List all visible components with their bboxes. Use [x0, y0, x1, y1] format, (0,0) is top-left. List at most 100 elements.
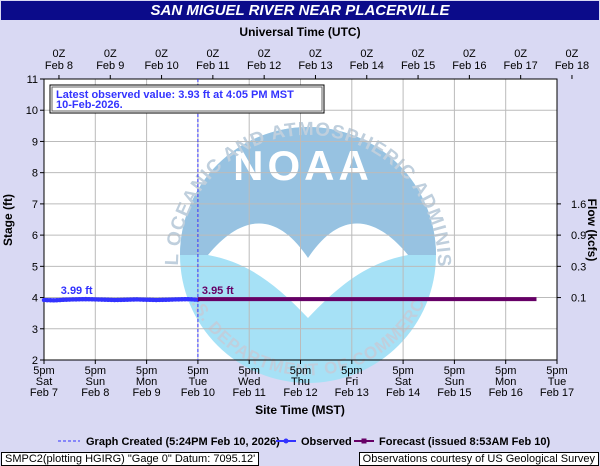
credit-footer: Observations courtesy of US Geological S… [358, 452, 599, 466]
legend: Graph Created (5:24PM Feb 10, 2026) Obse… [58, 436, 551, 448]
observed-point [160, 297, 165, 303]
x-tick-label: Sun [445, 376, 465, 388]
observed-point [61, 297, 66, 303]
y-tick-label: 8 [32, 168, 38, 180]
observed-point [189, 297, 194, 302]
bottom-axis-title: Site Time (MST) [255, 403, 345, 417]
observed-point [157, 297, 162, 303]
x-tick-label: 5pm [495, 365, 516, 377]
observed-point [57, 297, 63, 303]
observed-point [102, 297, 108, 302]
top-tick-label: Feb 8 [45, 60, 73, 72]
x-tick-label: Sun [86, 376, 106, 388]
x-tick-label: Feb 11 [232, 387, 265, 399]
observed-point [112, 297, 117, 303]
x-tick-label: Thu [291, 376, 310, 388]
observed-point [128, 297, 133, 302]
observed-point [163, 297, 169, 302]
top-tick-label: 0Z [412, 48, 425, 60]
x-tick-label: Feb 12 [283, 387, 317, 399]
forecast-peak-label: 3.95 ft [202, 285, 234, 297]
top-tick-label: 0Z [360, 48, 373, 60]
latest-observed-box: Latest observed value: 3.93 ft at 4:05 P… [49, 84, 325, 114]
x-tick-label: Feb 8 [81, 387, 109, 399]
y2-tick-label: 0.9 [571, 230, 586, 242]
x-tick-label: Sat [36, 376, 53, 388]
x-tick-label: Fri [345, 376, 358, 388]
y2-tick-label: 0.3 [571, 261, 586, 273]
top-axis-title: Universal Time (UTC) [239, 25, 360, 39]
legend-forecast-marker [361, 438, 367, 444]
observed-point [45, 297, 50, 303]
top-tick-label: Feb 13 [298, 60, 332, 72]
observed-point [144, 297, 149, 302]
latest-box-line1: Latest observed value: 3.93 ft at 4:05 P… [56, 89, 294, 101]
x-tick-label: 5pm [238, 365, 259, 377]
x-tick-label: 5pm [33, 365, 54, 377]
observed-point [64, 297, 69, 302]
observed-point [192, 297, 197, 302]
observed-point [150, 297, 156, 303]
x-tick-label: 5pm [290, 365, 311, 377]
top-tick-label: 0Z [309, 48, 322, 60]
x-tick-label: Sat [395, 376, 412, 388]
legend-observed-marker [283, 438, 289, 444]
observed-point [93, 297, 98, 302]
top-tick-label: Feb 11 [196, 60, 229, 72]
x-tick-label: Feb 10 [181, 387, 215, 399]
x-tick-label: 5pm [392, 365, 413, 377]
top-tick-label: Feb 16 [452, 60, 486, 72]
x-tick-label: Feb 16 [489, 387, 523, 399]
observed-point [109, 297, 114, 303]
observed-point [147, 297, 153, 303]
x-tick-label: Tue [548, 376, 567, 388]
x-tick-label: 5pm [546, 365, 567, 377]
y2-axis-title: Flow (kcfs) [585, 199, 599, 262]
x-tick-label: 5pm [136, 365, 157, 377]
observed-point [96, 297, 101, 302]
x-tick-label: Wed [238, 376, 260, 388]
observed-point [77, 297, 82, 302]
observed-point [70, 297, 76, 302]
top-tick-label: 0Z [566, 48, 579, 60]
observed-point [170, 297, 175, 302]
observed-point [182, 296, 188, 302]
x-tick-label: Feb 9 [133, 387, 161, 399]
x-tick-label: Mon [495, 376, 516, 388]
observed-point [99, 297, 104, 302]
top-tick-label: Feb 14 [350, 60, 384, 72]
x-tick-label: 5pm [85, 365, 106, 377]
observed-point [86, 297, 92, 302]
observed-point [115, 297, 120, 303]
observed-point [137, 297, 143, 302]
legend-observed-label: Observed [301, 436, 352, 448]
observed-point [83, 296, 88, 302]
observed-point [51, 298, 56, 303]
observed-point [41, 297, 47, 303]
top-tick-label: 0Z [104, 48, 117, 60]
observed-point [173, 297, 178, 302]
x-tick-label: Tue [189, 376, 208, 388]
y-tick-label: 6 [32, 230, 38, 242]
y-tick-label: 4 [32, 293, 38, 305]
top-tick-label: Feb 9 [96, 60, 124, 72]
observed-peak-label: 3.99 ft [61, 285, 93, 297]
top-tick-label: Feb 18 [555, 60, 589, 72]
legend-forecast-label: Forecast (issued 8:53AM Feb 10) [379, 436, 551, 448]
top-tick-label: 0Z [514, 48, 527, 60]
observed-point [131, 297, 136, 302]
y-tick-label: 10 [26, 105, 38, 117]
x-tick-label: Feb 14 [386, 387, 420, 399]
observed-point [118, 297, 124, 303]
series [41, 296, 537, 303]
top-tick-label: Feb 17 [504, 60, 538, 72]
observed-point [176, 297, 181, 302]
x-tick-label: Feb 7 [30, 387, 58, 399]
observed-point [89, 297, 95, 302]
x-tick-label: 5pm [187, 365, 208, 377]
gage-info-footer: SMPC2(plotting HGIRG) "Gage 0" Datum: 70… [1, 452, 260, 466]
latest-box-line2: 10-Feb-2026. [56, 99, 123, 111]
observed-point [121, 297, 127, 302]
